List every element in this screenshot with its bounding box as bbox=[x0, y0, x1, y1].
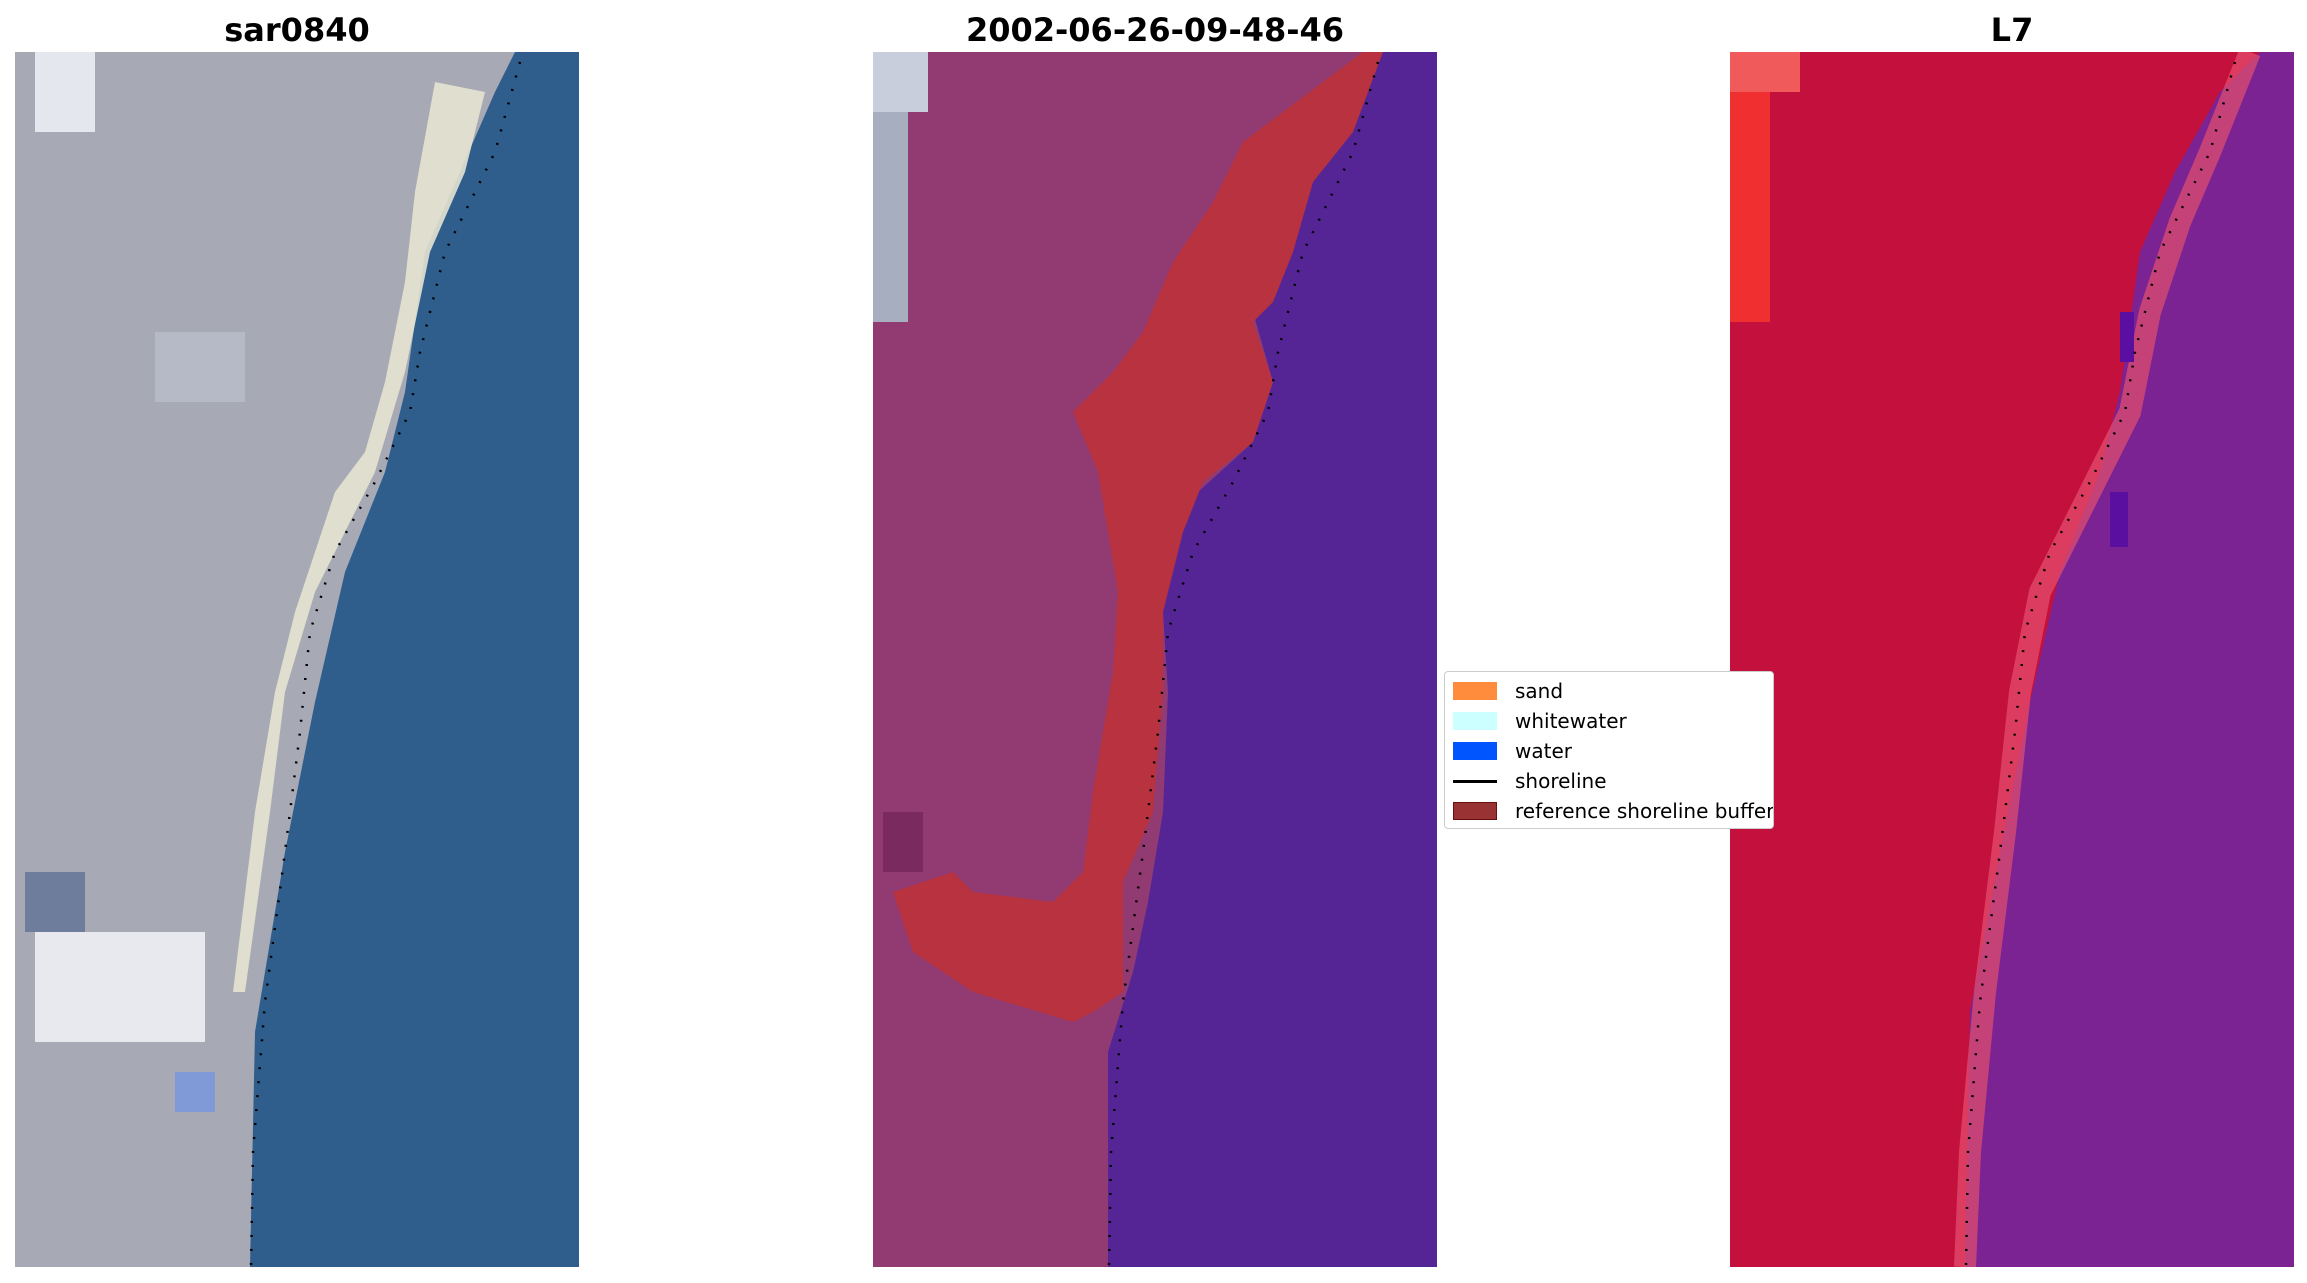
legend-label-shoreline: shoreline bbox=[1515, 769, 1607, 793]
legend-label-reference-shoreline-buffer: reference shoreline buffer bbox=[1515, 799, 1774, 823]
legend-label-sand: sand bbox=[1515, 679, 1564, 703]
legend-label-whitewater: whitewater bbox=[1515, 709, 1627, 733]
legend-item-reference-shoreline-buffer: reference shoreline buffer bbox=[1453, 796, 1774, 826]
panel-title-rgb: sar0840 bbox=[224, 11, 370, 49]
legend-swatch-reference-shoreline-buffer bbox=[1453, 802, 1497, 820]
legend-item-whitewater: whitewater bbox=[1453, 706, 1627, 736]
legend-swatch-water bbox=[1453, 742, 1497, 760]
panel-title-index: L7 bbox=[1990, 11, 2034, 49]
rgb-image bbox=[15, 52, 579, 1267]
legend-item-sand: sand bbox=[1453, 676, 1563, 706]
rgb-image-panel bbox=[15, 52, 579, 1267]
legend-item-water: water bbox=[1453, 736, 1572, 766]
legend-swatch-sand bbox=[1453, 682, 1497, 700]
legend-swatch-shoreline bbox=[1453, 779, 1497, 783]
legend-swatch-whitewater bbox=[1453, 712, 1497, 730]
index-image-panel bbox=[1730, 52, 2294, 1267]
legend-label-water: water bbox=[1515, 739, 1572, 763]
legend-item-shoreline: shoreline bbox=[1453, 766, 1607, 796]
classified-image-panel bbox=[873, 52, 1437, 1267]
classified-image bbox=[873, 52, 1437, 1267]
panel-title-classified: 2002-06-26-09-48-46 bbox=[965, 11, 1345, 49]
legend: sand whitewater water shoreline referenc… bbox=[1444, 671, 1774, 829]
index-image bbox=[1730, 52, 2294, 1267]
